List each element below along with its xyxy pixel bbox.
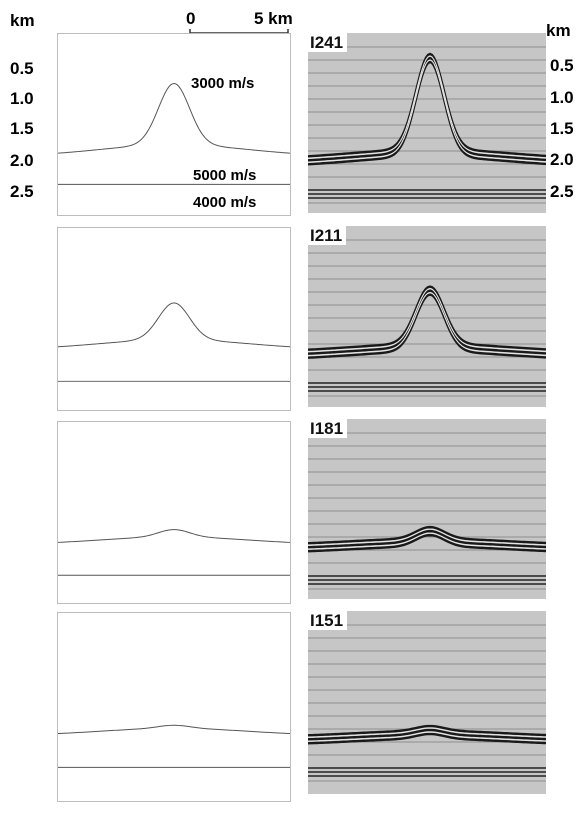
depth-tick-right: 1.5 <box>550 119 574 138</box>
velocity-model-svg <box>58 83 290 185</box>
panel-label: I241 <box>308 33 348 52</box>
velocity-model-panel: 3000 m/s 5000 m/s 4000 m/s <box>57 33 291 216</box>
velocity-model-panel <box>57 227 291 411</box>
scale-end-label: 5 km <box>254 9 293 28</box>
velocity-model-panel <box>57 421 291 604</box>
velocity-label-middle: 5000 m/s <box>193 167 257 184</box>
reflector-curve <box>308 533 546 553</box>
panel-label: I211 <box>308 226 347 245</box>
reflector-curve <box>308 56 546 162</box>
scale-start-label: 0 <box>186 9 196 28</box>
reflector-curve <box>308 293 546 359</box>
seismic-image-panel: I211 <box>308 226 546 407</box>
reflector-curve <box>308 289 546 355</box>
reflector-highlight <box>308 55 546 159</box>
reflector-curve <box>308 728 546 741</box>
seismic-image-svg <box>308 239 546 397</box>
reflector-curve <box>308 285 546 351</box>
depth-tick-right: 2.0 <box>550 150 574 169</box>
panel-label: I181 <box>308 419 348 438</box>
depth-tick-left: 1.5 <box>10 119 34 138</box>
velocity-model-svg <box>58 302 290 382</box>
depth-tick-right: 0.5 <box>550 56 574 75</box>
depth-tick-left: 1.0 <box>10 89 34 108</box>
reflector-curve <box>308 525 546 545</box>
reflector-highlight <box>308 288 546 353</box>
reflector-highlight <box>308 727 546 738</box>
reflector-curve <box>308 52 546 158</box>
velocity-model-panel <box>57 612 291 802</box>
depth-tick-left: 2.5 <box>10 182 34 201</box>
horizon-curve <box>58 83 290 154</box>
horizon-curve <box>58 724 290 735</box>
reflector-highlight <box>308 292 546 357</box>
seismic-image-panel: I151 <box>308 611 546 794</box>
seismic-image-svg <box>308 46 546 204</box>
panel-label: I151 <box>308 611 348 630</box>
reflector-highlight <box>308 731 546 742</box>
horizon-curve <box>58 529 290 543</box>
reflector-highlight <box>308 532 546 550</box>
velocity-label-top: 3000 m/s <box>191 75 255 92</box>
reflector-curve <box>308 60 546 166</box>
reflector-highlight <box>308 528 546 546</box>
depth-tick-left: 2.0 <box>10 151 34 170</box>
depth-tick-left: 0.5 <box>10 59 34 78</box>
depth-tick-right: 2.5 <box>550 182 574 201</box>
seismic-image-panel: I241 <box>308 33 546 213</box>
reflector-curve <box>308 529 546 549</box>
seismic-image-panel: I181 <box>308 419 546 599</box>
velocity-label-bottom: 4000 m/s <box>193 194 257 211</box>
seismic-image-svg <box>308 624 546 782</box>
depth-tick-right: 1.0 <box>550 88 574 107</box>
reflector-curve <box>308 732 546 745</box>
velocity-model-svg <box>58 724 290 768</box>
seismic-image-svg <box>308 432 546 590</box>
depth-unit-left: km <box>10 11 35 30</box>
velocity-model-svg <box>58 529 290 576</box>
reflector-highlight <box>308 59 546 163</box>
depth-unit-right: km <box>546 21 571 40</box>
reflector-curve <box>308 724 546 737</box>
horizon-curve <box>58 302 290 348</box>
